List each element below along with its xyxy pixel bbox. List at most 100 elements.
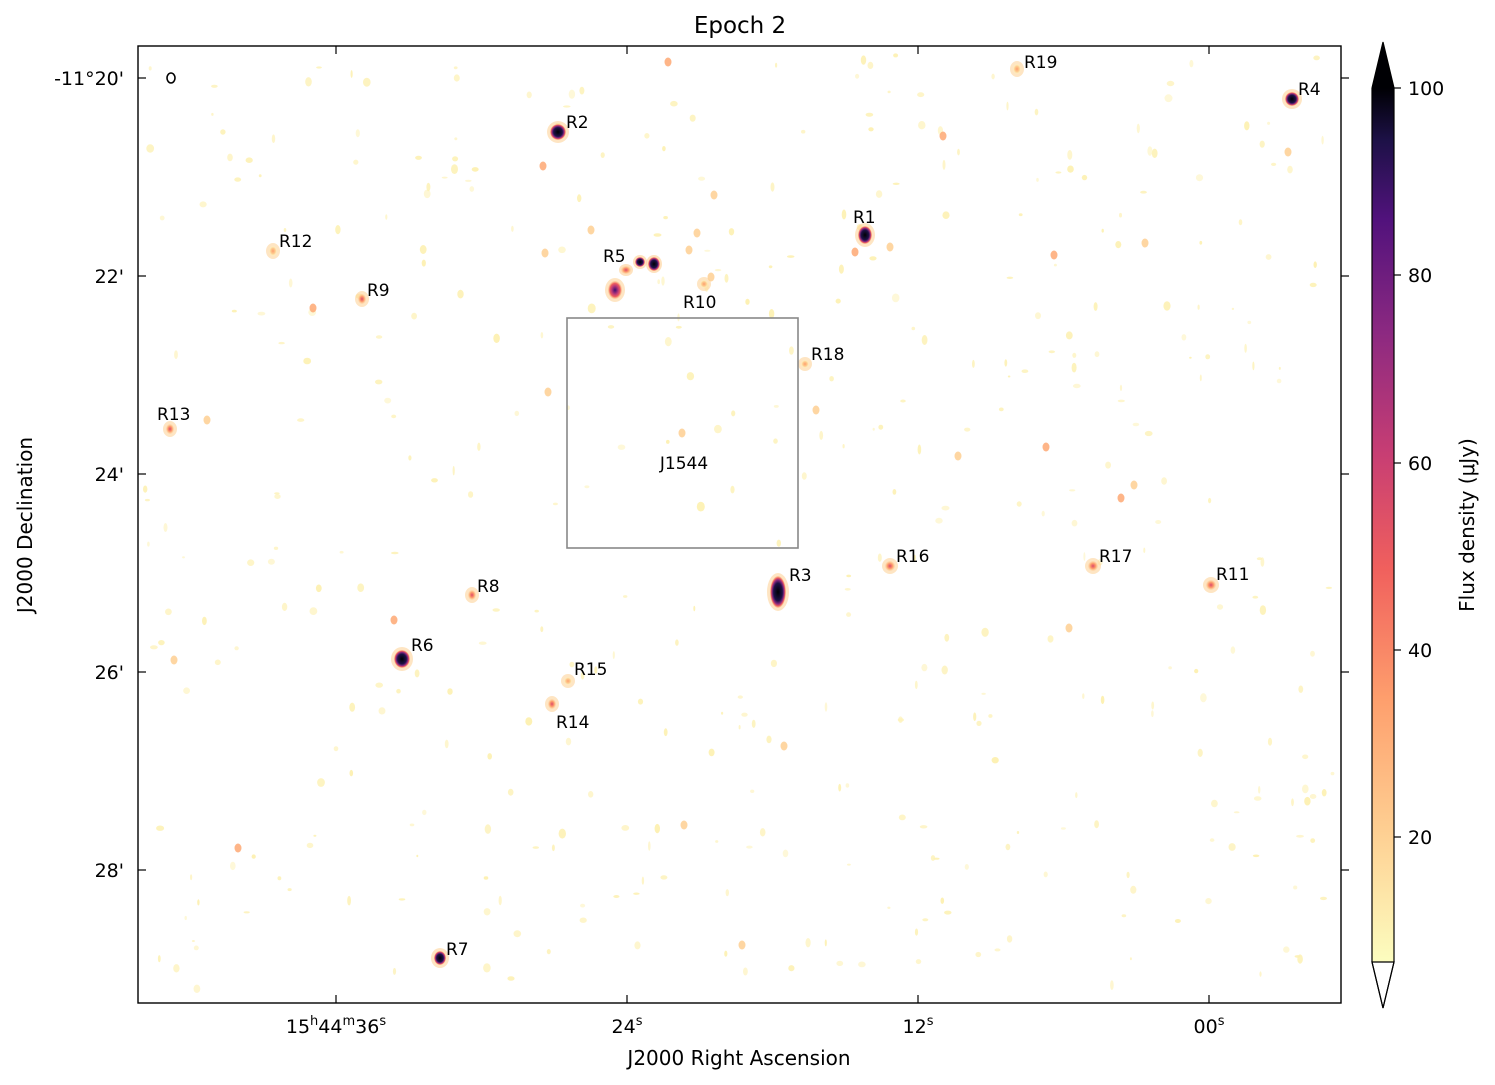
noise-speckle — [976, 720, 982, 727]
noise-speckle — [1093, 302, 1098, 311]
noise-speckle — [563, 105, 571, 108]
noise-speckle — [1181, 334, 1187, 341]
noise-speckle — [1259, 605, 1267, 615]
noise-speckle — [1265, 254, 1272, 260]
noise-speckle — [836, 960, 844, 967]
noise-speckle — [1238, 219, 1243, 226]
noise-speckle — [751, 719, 756, 728]
noise-speckle — [163, 523, 168, 532]
noise-speckle — [1197, 304, 1200, 310]
noise-speckle — [1100, 695, 1105, 705]
noise-speckle — [1007, 375, 1011, 378]
noise-speckle — [824, 939, 827, 947]
noise-speckle — [1006, 276, 1014, 279]
noise-speckle — [315, 584, 322, 593]
noise-speckle — [787, 255, 795, 258]
source-r6 — [394, 650, 410, 668]
source-label-r8: R8 — [477, 577, 500, 597]
noise-speckle — [1055, 171, 1062, 174]
noise-speckle — [988, 714, 993, 718]
noise-speckle — [1067, 165, 1074, 173]
noise-speckle — [1047, 635, 1054, 643]
noise-speckle — [1271, 162, 1277, 166]
noise-speckle — [930, 855, 936, 861]
noise-speckle — [577, 194, 582, 203]
background-noise — [143, 53, 1335, 993]
noise-speckle — [422, 809, 427, 816]
noise-speckle — [313, 834, 317, 837]
figure-title: Epoch 2 — [694, 13, 786, 39]
noise-speckle — [838, 783, 842, 792]
noise-speckle — [801, 129, 806, 134]
noise-speckle — [165, 608, 172, 616]
faint-source — [886, 242, 894, 252]
noise-speckle — [922, 918, 929, 922]
noise-speckle — [704, 249, 711, 252]
noise-speckle — [741, 712, 748, 717]
source-label-r14: R14 — [556, 713, 589, 733]
noise-speckle — [333, 746, 339, 752]
noise-speckle — [773, 405, 779, 408]
noise-speckle — [174, 350, 178, 359]
noise-speckle — [384, 397, 392, 404]
noise-speckle — [1310, 838, 1316, 843]
noise-speckle — [789, 346, 794, 355]
faint-source — [1141, 238, 1149, 248]
faint-source — [678, 428, 686, 438]
noise-speckle — [855, 73, 860, 79]
noise-speckle — [391, 414, 397, 419]
noise-speckle — [277, 876, 282, 881]
noise-speckle — [1189, 356, 1192, 359]
faint-source — [954, 451, 962, 461]
noise-speckle — [148, 66, 152, 71]
source-r4 — [1285, 92, 1299, 106]
noise-speckle — [1230, 646, 1236, 654]
noise-speckle — [877, 553, 882, 562]
noise-speckle — [339, 550, 344, 554]
ra-tick-label-1: 24s — [612, 1014, 643, 1038]
noise-speckle — [1060, 827, 1066, 830]
noise-speckle — [157, 955, 161, 963]
noise-speckle — [1252, 854, 1260, 858]
colorbar-label: Flux density (μJy) — [1455, 438, 1479, 612]
noise-speckle — [641, 876, 645, 885]
noise-speckle — [900, 399, 906, 403]
noise-speckle — [558, 828, 566, 839]
noise-speckle — [1252, 595, 1259, 599]
faint-source — [738, 940, 746, 950]
noise-speckle — [841, 209, 847, 220]
source-label-r17: R17 — [1099, 547, 1132, 567]
noise-speckle — [316, 66, 322, 69]
noise-speckle — [715, 840, 719, 843]
axis-ticks — [138, 46, 1349, 1003]
faint-source — [812, 405, 820, 415]
source-r18 — [801, 360, 809, 368]
source-label-r10: R10 — [683, 293, 716, 313]
noise-speckle — [725, 889, 729, 897]
noise-speckle — [305, 77, 312, 87]
noise-speckle — [1115, 241, 1122, 249]
noise-speckle — [623, 595, 628, 598]
noise-speckle — [492, 608, 500, 612]
noise-speckle — [409, 823, 415, 827]
source-r7 — [434, 951, 446, 965]
noise-speckle — [724, 273, 729, 283]
faint-source — [851, 247, 859, 257]
source-label-r5: R5 — [603, 247, 626, 267]
noise-speckle — [1147, 146, 1153, 156]
noise-speckle — [728, 228, 735, 236]
source-r12 — [269, 246, 277, 256]
noise-speckle — [349, 769, 354, 777]
noise-speckle — [184, 915, 187, 921]
noise-speckle — [1004, 359, 1008, 367]
faint-source — [539, 161, 547, 171]
noise-speckle — [637, 698, 644, 705]
noise-speckle — [1296, 834, 1304, 838]
noise-speckle — [1208, 497, 1212, 504]
faint-source — [780, 741, 788, 751]
noise-speckle — [199, 201, 207, 208]
noise-speckle — [1075, 792, 1078, 799]
noise-speckle — [957, 148, 960, 156]
noise-speckle — [1166, 80, 1175, 87]
r5-component — [621, 266, 631, 274]
